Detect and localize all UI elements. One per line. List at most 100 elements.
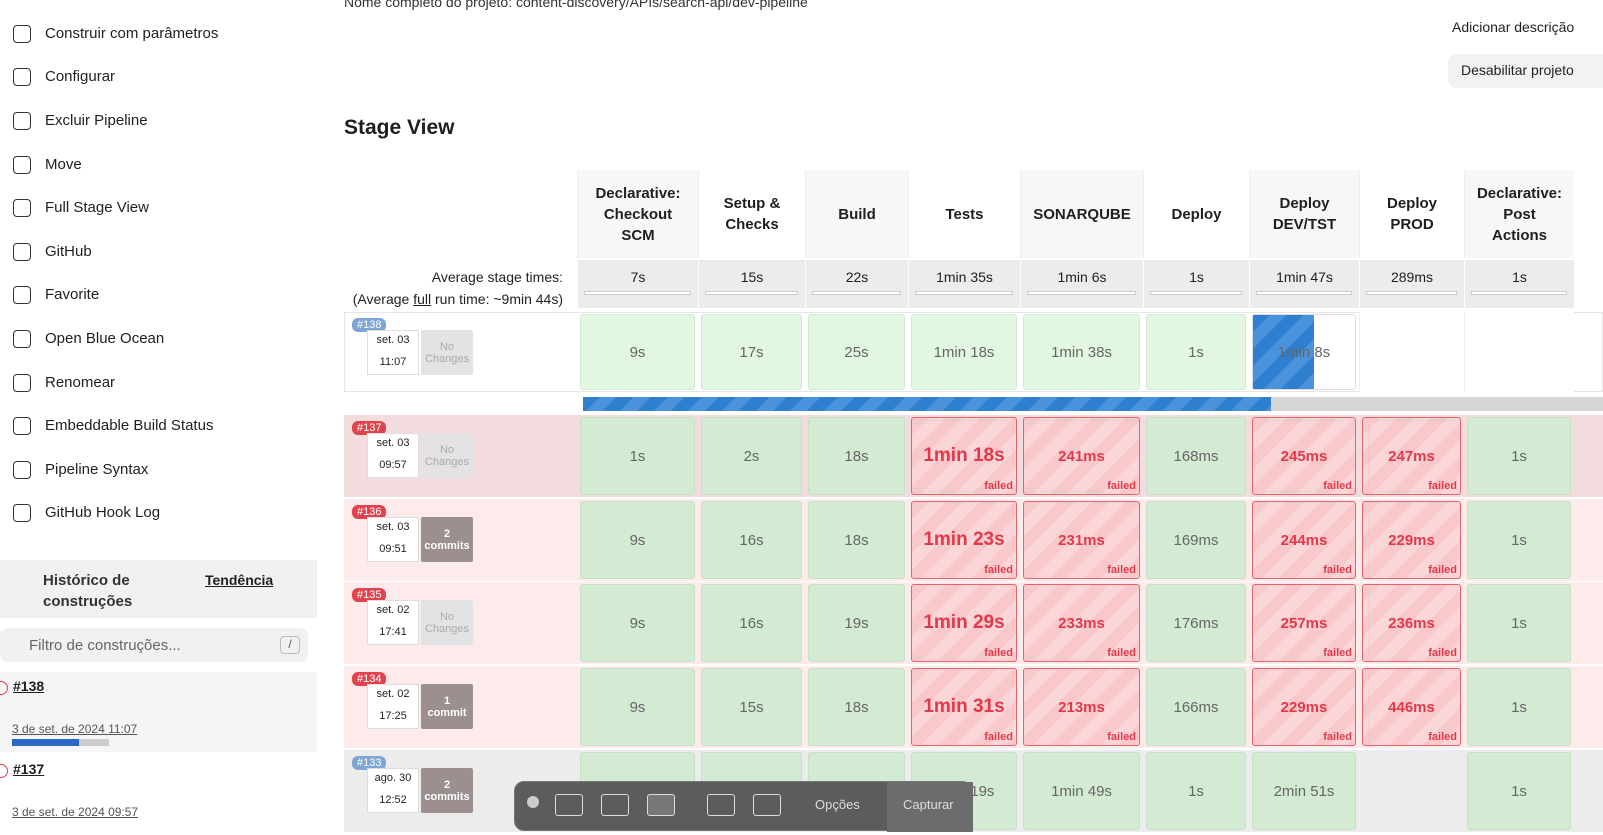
stage-cell[interactable]: 229ms failed	[1362, 501, 1461, 579]
history-build-id[interactable]: #137	[13, 761, 45, 777]
stage-cell[interactable]: 25s	[808, 314, 905, 390]
failed-label: failed	[1428, 564, 1457, 576]
sidebar-item[interactable]: Excluir Pipeline	[45, 112, 148, 129]
sidebar-item[interactable]: GitHub	[45, 243, 92, 260]
build-changes[interactable]: No Changes	[421, 330, 473, 375]
avg-label: Average stage times:	[431, 269, 563, 285]
sidebar-item[interactable]: Construir com parâmetros	[45, 25, 219, 42]
stage-cell[interactable]: 213ms failed	[1023, 668, 1140, 746]
stage-cell[interactable]: 2min 51s	[1252, 752, 1356, 830]
stage-cell[interactable]: 2s	[701, 417, 802, 495]
stage-cell[interactable]: 446ms failed	[1362, 668, 1461, 746]
history-build-date[interactable]: 3 de set. de 2024 11:07	[12, 722, 138, 736]
stage-cell-value: 446ms	[1388, 698, 1435, 716]
stage-cell[interactable]: 1s	[1467, 752, 1571, 830]
stage-cell[interactable]: 1min 49s	[1023, 752, 1140, 830]
build-changes[interactable]: 2 commits	[421, 517, 473, 562]
stage-cell-value: 213ms	[1058, 698, 1105, 716]
stage-cell[interactable]: 1min 38s	[1023, 314, 1140, 390]
stage-cell[interactable]: 1s	[1467, 501, 1571, 579]
stage-cell[interactable]: 244ms failed	[1252, 501, 1356, 579]
stage-cell[interactable]: 231ms failed	[1023, 501, 1140, 579]
stage-cell[interactable]: 9s	[580, 584, 695, 662]
stage-cell[interactable]: 1min 31s failed	[911, 668, 1017, 746]
sidebar-item[interactable]: Pipeline Syntax	[45, 461, 149, 478]
stage-cell[interactable]: 1s	[1146, 314, 1246, 390]
build-changes[interactable]: No Changes	[421, 600, 473, 645]
stage-cell-value: 176ms	[1173, 614, 1219, 632]
toolbar-icon[interactable]	[647, 794, 675, 816]
filter-box[interactable]	[0, 628, 308, 662]
stage-cell[interactable]: 18s	[808, 501, 905, 579]
stage-cell[interactable]: 15s	[701, 668, 802, 746]
stage-cell[interactable]: 18s	[808, 668, 905, 746]
avg-full-part: full	[413, 291, 432, 307]
stage-cell[interactable]: 1s	[580, 417, 695, 495]
sidebar-item[interactable]: Configurar	[45, 68, 116, 85]
stage-cell[interactable]: 1s	[1467, 417, 1571, 495]
stage-cell[interactable]: 1s	[1146, 752, 1246, 830]
stage-cell[interactable]: 176ms	[1146, 584, 1246, 662]
stage-cell[interactable]: 9s	[580, 314, 695, 390]
toolbar-icon[interactable]	[601, 794, 629, 816]
stage-cell[interactable]: 1min 29s failed	[911, 584, 1017, 662]
stage-cell[interactable]: 17s	[701, 314, 802, 390]
toolbar-icon[interactable]	[707, 794, 735, 816]
build-changes[interactable]: 2 commits	[421, 768, 473, 813]
stage-cell[interactable]: 1min 18s	[911, 314, 1017, 390]
toolbar-icon[interactable]	[753, 794, 781, 816]
stage-cell[interactable]: 236ms failed	[1362, 584, 1461, 662]
stage-cell[interactable]: 229ms failed	[1252, 668, 1356, 746]
stage-cell[interactable]: 16s	[701, 501, 802, 579]
build-badge: #136	[352, 505, 387, 519]
toolbar-capture[interactable]: Capturar	[887, 782, 973, 832]
stage-cell[interactable]: 18s	[808, 417, 905, 495]
stage-cell-value: 169ms	[1173, 531, 1219, 549]
stage-cell[interactable]: 169ms	[1146, 501, 1246, 579]
stage-cell[interactable]: 9s	[580, 668, 695, 746]
failed-label: failed	[984, 647, 1013, 659]
stage-cell[interactable]: 1min 18s failed	[911, 417, 1017, 495]
sidebar-item[interactable]: Embeddable Build Status	[45, 417, 214, 434]
failed-label: failed	[1107, 480, 1136, 492]
stage-cell-empty	[1464, 312, 1574, 392]
stage-cell-value: 247ms	[1388, 447, 1435, 465]
stage-cell[interactable]: 166ms	[1146, 668, 1246, 746]
stage-cell[interactable]: 1s	[1467, 584, 1571, 662]
stage-cell[interactable]: 19s	[808, 584, 905, 662]
sidebar-item[interactable]: GitHub Hook Log	[45, 504, 161, 521]
add-description[interactable]: Adicionar descrição	[1452, 19, 1575, 35]
history-build-id[interactable]: #138	[13, 678, 45, 694]
stage-cell[interactable]: 1min 23s failed	[911, 501, 1017, 579]
stage-cell[interactable]: 233ms failed	[1023, 584, 1140, 662]
sidebar-item[interactable]: Full Stage View	[45, 199, 149, 216]
stage-cell[interactable]: 241ms failed	[1023, 417, 1140, 495]
stage-cell[interactable]: 245ms failed	[1252, 417, 1356, 495]
stage-cell[interactable]: 257ms failed	[1252, 584, 1356, 662]
stage-cell-value: 1min 31s	[923, 696, 1005, 717]
sidebar-item[interactable]: Renomear	[45, 374, 116, 391]
toolbar-icon[interactable]	[555, 794, 583, 816]
history-build-date[interactable]: 3 de set. de 2024 09:57	[12, 805, 139, 819]
build-changes[interactable]: 1 commit	[421, 684, 473, 729]
sidebar-item[interactable]: Favorite	[45, 286, 100, 303]
trend-link[interactable]: Tendência	[205, 572, 274, 588]
sidebar-icon	[13, 504, 31, 522]
failed-label: failed	[1107, 564, 1136, 576]
sidebar-icon	[13, 243, 31, 261]
stage-cell[interactable]: 168ms	[1146, 417, 1246, 495]
stage-cell[interactable]: 1s	[1467, 668, 1571, 746]
sidebar-item[interactable]: Open Blue Ocean	[45, 330, 165, 347]
stage-cell[interactable]: 247ms failed	[1362, 417, 1461, 495]
toolbar-close[interactable]	[527, 796, 539, 808]
disable-project[interactable]: Desabilitar projeto	[1448, 54, 1603, 88]
stage-cell[interactable]: 16s	[701, 584, 802, 662]
toolbar-options[interactable]: Opções	[815, 797, 860, 812]
running-fill	[1253, 315, 1315, 389]
failed-label: failed	[984, 731, 1013, 743]
sidebar-item[interactable]: Move	[45, 156, 82, 173]
build-changes[interactable]: No Changes	[421, 433, 473, 478]
failed-label: failed	[984, 480, 1013, 492]
stage-cell[interactable]: 1min 8s	[1252, 314, 1356, 390]
stage-cell[interactable]: 9s	[580, 501, 695, 579]
